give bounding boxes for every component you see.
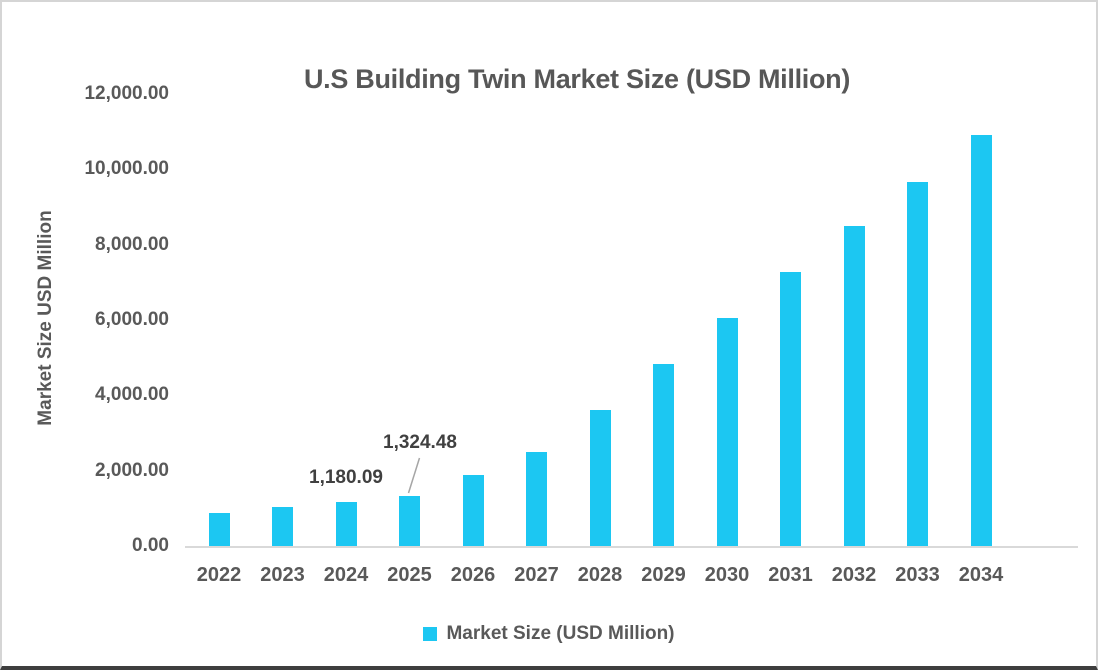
x-tick-label-2028: 2028 [577,564,623,586]
y-tick-label: 6,000.00 [95,309,169,330]
bar-2027 [526,451,547,546]
x-tick-label-2023: 2023 [260,564,305,586]
x-tick-label-2026: 2026 [450,564,496,586]
y-tick-label: 8,000.00 [95,233,169,255]
y-tick-label: 0.00 [132,535,169,556]
x-tick-label-2025: 2025 [387,564,432,586]
legend-swatch [423,627,438,641]
x-tick-label-2022: 2022 [196,564,242,586]
x-tick-label-2030: 2030 [704,564,750,586]
y-tick-label: 4,000.00 [95,384,169,406]
legend: Market Size (USD Million) [2,623,1096,645]
bar-2033 [907,181,928,546]
plot-area [185,94,1078,548]
x-tick-label-2031: 2031 [768,564,813,586]
x-tick-label-2029: 2029 [641,564,686,586]
x-tick-label-2024: 2024 [323,564,369,586]
bar-2032 [843,226,865,546]
bar-2026 [462,474,484,546]
y-tick-label: 12,000.00 [84,83,169,104]
bar-2024 [335,501,357,546]
y-tick-label: 10,000.00 [84,158,169,180]
chart-title: U.S Building Twin Market Size (USD Milli… [303,64,851,94]
bar-2028 [589,409,611,546]
bar-2023 [272,507,293,546]
bar-2025 [399,496,420,546]
legend-label: Market Size (USD Million) [446,623,675,644]
x-tick-label-2034: 2034 [958,564,1004,586]
x-tick-label-2032: 2032 [831,564,877,586]
bar-2029 [653,364,674,546]
x-tick-label-2027: 2027 [514,564,559,586]
bar-2031 [780,272,801,546]
bar-2030 [716,318,738,546]
x-tick-label-2033: 2033 [895,564,940,586]
data-label-2024: 1,180.09 [309,467,383,488]
bar-2034 [970,134,992,546]
data-label-2025: 1,324.48 [383,432,457,453]
y-tick-label: 2,000.00 [95,459,169,481]
bar-2022 [208,512,230,546]
